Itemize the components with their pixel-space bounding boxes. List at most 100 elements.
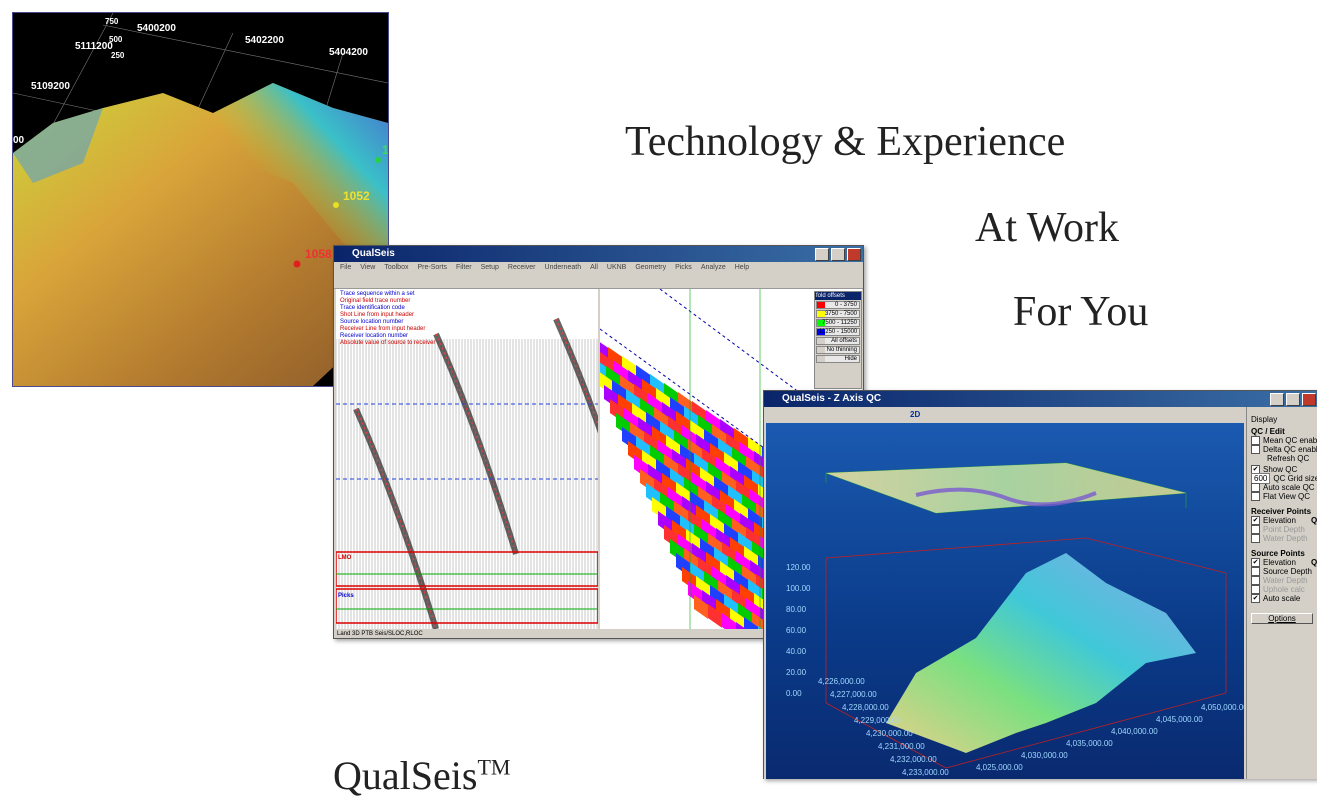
panel-item[interactable]: Water Depth [1251,534,1308,544]
edge-label: 00 [13,135,25,146]
panel-item: 600 QC Grid size [1251,473,1317,484]
grid-size-input[interactable]: 600 [1251,473,1271,484]
station-marker [293,260,301,268]
header-rows: Trace sequence within a set Original fiel… [340,291,435,347]
panel-label: QC Grid size [1273,474,1317,483]
panel-label: Delta QC enable [1263,445,1317,454]
surface-render [825,462,1227,769]
legend-item[interactable]: All offsets [816,337,860,345]
elevation-label: 750 [105,17,119,26]
menu-item[interactable]: Underneath [544,264,582,271]
menu-item[interactable]: Analyze [700,264,726,271]
axes-box [825,537,1227,769]
menu-item[interactable]: UKNB [606,264,627,271]
panel-item: Source Points [1251,549,1305,558]
title-bar: QualSeis - Z Axis QC [764,391,1317,407]
legend-item[interactable]: 11250 - 15000 [816,328,860,336]
menu-item[interactable]: Setup [480,264,499,271]
checkbox[interactable] [1251,483,1260,493]
panel-label: Elevation [1263,516,1296,525]
toolbar [334,274,863,289]
panel-item[interactable]: Flat View QC [1251,492,1310,502]
menu-item[interactable]: All [590,264,598,271]
close-button[interactable] [847,248,861,261]
legend-item[interactable]: No thinning [816,346,860,354]
checkbox[interactable] [1251,585,1260,595]
checkbox[interactable]: ✔ [1251,516,1260,526]
x-axis-label: 4,045,000.00 [1156,715,1203,724]
checkbox[interactable] [1251,436,1260,446]
panel-item[interactable]: Water Depth [1251,576,1308,586]
menu-item[interactable]: Help [734,264,750,271]
panel-label: Receiver Points [1251,507,1312,516]
panel-label: Auto scale [1263,594,1301,603]
x-axis-label: 4,030,000.00 [1021,751,1068,760]
northing-label: 5109200 [31,81,70,92]
legend-item[interactable]: 0 - 3750 [816,301,860,309]
product-name: QualSeisTM [333,752,510,799]
checkbox[interactable]: ✔ [1251,594,1260,604]
window-title: QualSeis - Z Axis QC [782,393,882,404]
menu-item[interactable]: File [340,264,352,271]
station-label: 1052 [343,189,370,203]
panel-item[interactable]: ✔ Elevation [1251,558,1296,568]
checkbox[interactable] [1251,567,1260,577]
menu-item[interactable]: Pre-Sorts [417,264,448,271]
panel-label: Picks [338,593,354,599]
menu-item[interactable]: Toolbox [384,264,409,271]
legend-item[interactable]: 7500 - 11250 [816,319,860,327]
terrain-render [13,13,388,386]
checkbox[interactable] [1251,492,1260,502]
tagline: For You [1013,289,1149,335]
3d-view: 120.00 100.00 80.00 60.00 40.00 20.00 0.00 4,22… [766,423,1244,779]
close-button[interactable] [1302,393,1316,406]
station-label: 1058 [305,247,332,261]
panel-item[interactable]: Source Depth [1251,567,1312,577]
panel-label: Point Depth [1263,525,1305,534]
menu-item[interactable]: Geometry [635,264,667,271]
options-button[interactable]: Options [1251,613,1313,624]
terrain-highlands [213,83,388,273]
legend-item[interactable]: 3750 - 7500 [816,310,860,318]
qc-label: QC [1311,558,1317,567]
panel-label: QC / Edit [1251,427,1285,436]
panel-label: Refresh QC [1267,454,1310,463]
menu-item[interactable]: Picks [675,264,692,271]
panel-item[interactable]: Point Depth [1251,525,1305,535]
header-row: Receiver Line from input header [340,326,426,332]
panel-item[interactable]: Mean QC enable [1251,436,1317,446]
checkbox[interactable] [1251,534,1260,544]
panel-item[interactable]: Uphole calc [1251,585,1305,595]
traces [336,317,598,629]
menu-item[interactable]: Filter [456,264,472,271]
checkbox[interactable] [1251,445,1260,455]
menu-item[interactable]: Receiver [507,264,536,271]
station-label: 1051 [382,143,389,157]
menu-item[interactable]: View [360,264,376,271]
y-axis-label: 4,230,000.00 [866,729,913,738]
legend-item[interactable]: Hide [816,355,860,363]
menu-bar: File View Toolbox Pre-Sorts Filter Setup Recei… [334,262,863,274]
title-bar: QualSeis [334,246,863,262]
panel-item[interactable]: ✔ Elevation [1251,516,1296,526]
panel-item[interactable]: Auto scale QC [1251,483,1315,493]
panel-label: LMO [338,555,352,561]
panel-item[interactable]: ✔ Auto scale [1251,594,1301,604]
tagline: At Work [975,205,1120,251]
panel-item[interactable]: Delta QC enable [1251,445,1317,455]
checkbox[interactable] [1251,576,1260,586]
qc-label: QC [1311,516,1317,525]
station-marker [333,202,339,208]
panel-label: Auto scale QC [1263,483,1315,492]
panel-item: Receiver Points [1251,507,1311,516]
elevation-label: 250 [111,51,125,60]
z-axis-label: 80.00 [786,605,807,614]
panel-label: Water Depth [1263,534,1308,543]
checkbox[interactable]: ✔ [1251,558,1260,568]
toolbar-button[interactable]: 2D [910,410,921,419]
zqc-window: QualSeis - Z Axis QC 2D [763,390,1317,779]
header-row: Source location number [340,319,404,325]
y-axis-label: 4,233,000.00 [902,768,949,777]
checkbox[interactable] [1251,525,1260,535]
easting-label: 5400200 [137,23,176,34]
